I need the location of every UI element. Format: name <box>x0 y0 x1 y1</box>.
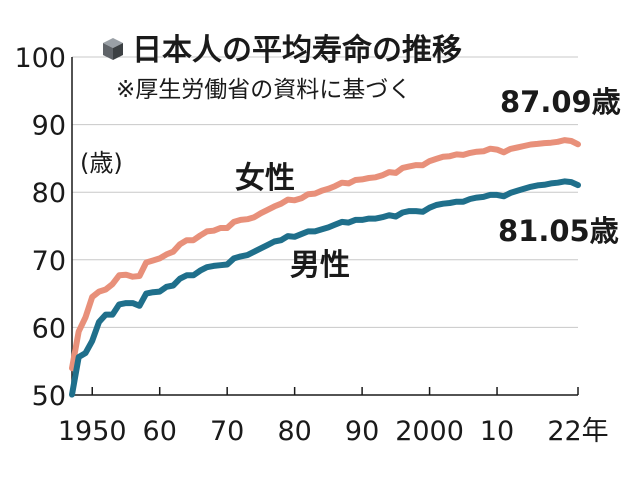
x-tick-label: 10 <box>480 416 514 447</box>
chart-subtitle: ※厚生労働省の資料に基づく <box>116 77 411 103</box>
x-tick-label: 1950 <box>58 416 127 447</box>
y-axis-unit-label: (歳) <box>80 149 123 177</box>
y-tick-label: 90 <box>32 111 66 142</box>
y-tick-label: 50 <box>32 381 66 412</box>
x-tick-label: 60 <box>143 416 177 447</box>
series-label-female: 女性 <box>235 161 295 196</box>
y-tick-labels: 50 60 70 80 90 100 <box>14 43 66 412</box>
series-lines <box>69 137 581 398</box>
y-tick-label: 70 <box>32 246 66 277</box>
chart-title: 日本人の平均寿命の推移 <box>132 33 462 68</box>
series-line-male <box>69 178 581 398</box>
x-tick-label: 22年 <box>547 416 608 447</box>
series-label-male: 男性 <box>290 248 350 283</box>
y-tick-label: 60 <box>32 313 66 344</box>
y-tick-label: 100 <box>14 43 66 74</box>
x-tick-label: 70 <box>210 416 244 447</box>
x-tick-labels: 1950 60 70 80 90 2000 10 22年 <box>58 387 609 447</box>
end-label-male: 81.05歳 <box>498 214 619 248</box>
cube-icon <box>103 38 123 60</box>
y-tick-label: 80 <box>32 178 66 209</box>
end-label-female: 87.09歳 <box>500 85 621 119</box>
x-tick-label: 80 <box>277 416 311 447</box>
series-line-female <box>69 137 581 372</box>
axes <box>71 57 578 396</box>
x-tick-label: 90 <box>345 416 379 447</box>
x-tick-label: 2000 <box>395 416 464 447</box>
chart-header: 日本人の平均寿命の推移 ※厚生労働省の資料に基づく <box>103 33 462 103</box>
